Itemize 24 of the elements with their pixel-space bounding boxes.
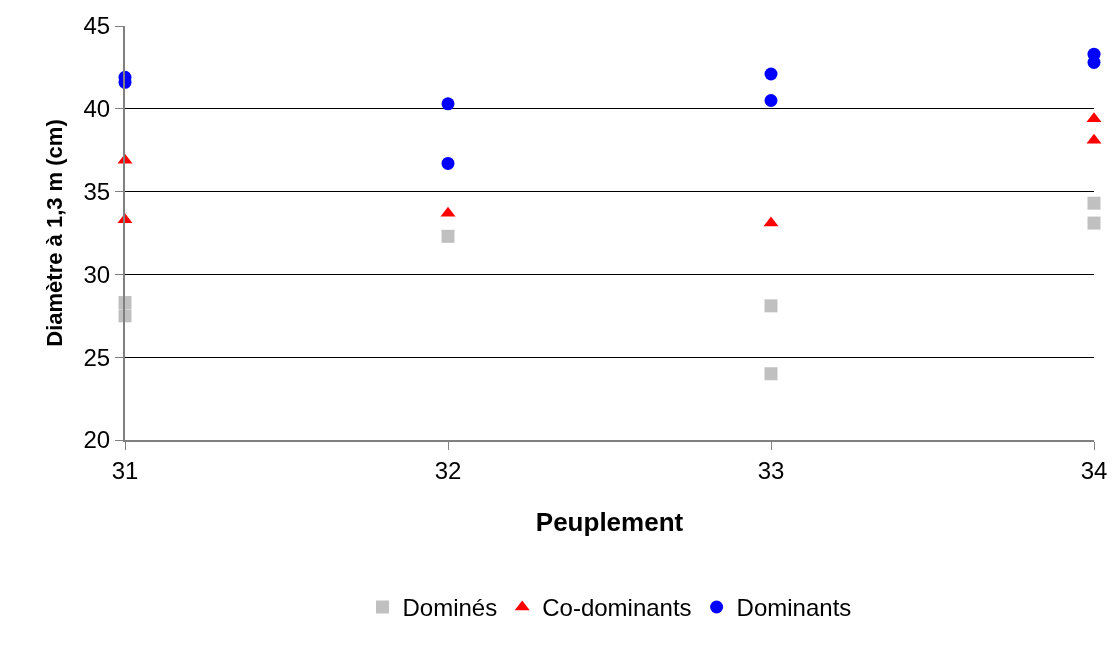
x-tick-label: 33 (757, 456, 785, 484)
y-tick-label: 30 (83, 260, 111, 288)
legend-label: Co-dominants (542, 594, 692, 622)
point (441, 156, 455, 170)
y-axis-title: Diamètre à 1,3 m (cm) (41, 119, 67, 347)
point (764, 299, 778, 313)
x-tick-label: 34 (1080, 456, 1108, 484)
x-tick-label: 31 (111, 456, 139, 484)
y-tick-label: 25 (83, 343, 111, 371)
y-tick-label: 40 (83, 95, 111, 123)
y-tick-label: 20 (83, 426, 111, 454)
point (764, 94, 778, 108)
point (441, 229, 455, 243)
point (441, 97, 455, 111)
y-tick-label: 35 (83, 178, 111, 205)
legend-label: Dominants (736, 594, 852, 622)
legend-label: Dominés (402, 594, 498, 622)
point (764, 367, 778, 381)
point (764, 67, 778, 81)
point (1087, 216, 1101, 230)
x-axis-title: Peuplement (535, 507, 684, 537)
y-tick-label: 45 (83, 12, 111, 40)
point (1087, 196, 1101, 210)
x-tick-label: 32 (434, 456, 462, 484)
